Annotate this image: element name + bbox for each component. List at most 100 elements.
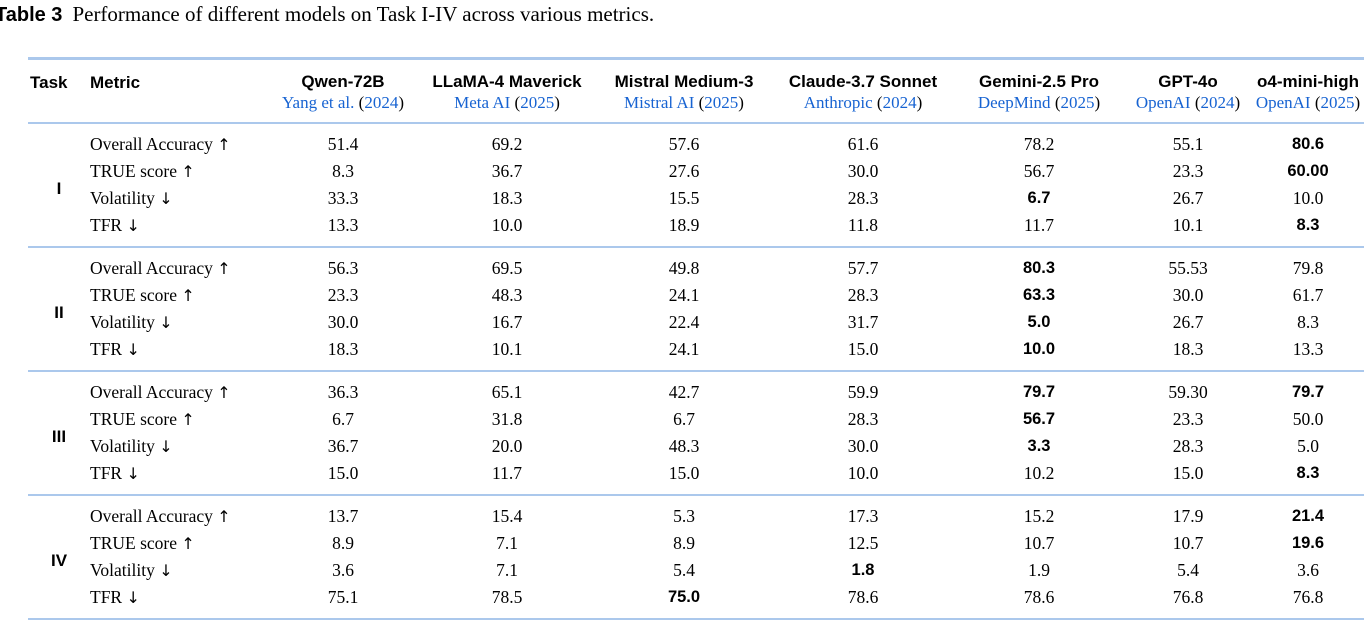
arrow-down-icon: ↓	[126, 463, 140, 483]
model-cite: Mistral AI (2025)	[596, 93, 772, 123]
metric-label: TRUE score ↑	[90, 530, 268, 557]
value-cell: 30.0	[847, 160, 879, 181]
citation-year-link[interactable]: 2025	[1320, 93, 1355, 112]
value-cell: 61.7	[1292, 284, 1324, 305]
value-cell: 10.1	[1172, 214, 1204, 235]
value-cell: 12.5	[847, 532, 879, 553]
value-cell: 79.7	[1291, 382, 1325, 401]
value-cell: 78.2	[1023, 133, 1055, 154]
metric-text: TRUE score	[90, 408, 182, 429]
value-cell: 6.7	[1027, 188, 1051, 207]
value-cell: 5.0	[1297, 435, 1319, 456]
cite-paren-open: (	[1050, 93, 1061, 112]
table-row: II Overall Accuracy ↑ 56.3 69.5 49.8 57.7 80.3…	[28, 247, 1364, 322]
table-caption: Table 3 Performance of different models o…	[0, 2, 1364, 27]
value-cell: 8.3	[1296, 463, 1320, 482]
value-cell: 24.1	[668, 338, 700, 359]
task-label: II	[54, 302, 64, 322]
value-cell: 26.7	[1172, 311, 1204, 332]
cite-paren-close: )	[554, 93, 560, 112]
cite-paren-close: )	[1094, 93, 1101, 112]
value-cell: 56.7	[1023, 160, 1055, 181]
value-cell: 61.6	[847, 133, 879, 154]
cite-paren-open: (	[1310, 93, 1321, 112]
value-cell: 55.53	[1168, 257, 1208, 278]
citation-year-link[interactable]: 2025	[704, 93, 739, 112]
cite-paren-close: )	[1234, 93, 1241, 112]
table-row: Volatility ↓ 3.6 7.1 5.4 1.8 1.9 5.4 3.6	[28, 557, 1364, 584]
value-cell: 55.1	[1172, 133, 1204, 154]
value-cell: 48.3	[668, 435, 700, 456]
citation-link[interactable]: Meta AI	[454, 93, 511, 112]
value-cell: 36.3	[327, 381, 359, 402]
value-cell: 11.8	[848, 214, 878, 235]
value-cell: 56.3	[327, 257, 359, 278]
table-row: TRUE score ↑ 8.9 7.1 8.9 12.5 10.7 10.7 19.6	[28, 530, 1364, 557]
value-cell: 57.7	[847, 257, 879, 278]
citation-link[interactable]: OpenAI	[1255, 93, 1311, 112]
citation-link[interactable]: Mistral AI	[624, 93, 695, 112]
model-header: Gemini-2.5 Pro	[979, 72, 1099, 92]
table-row: TRUE score ↑ 23.3 48.3 24.1 28.3 63.3 30.0 61.7	[28, 282, 1364, 309]
model-cite: Meta AI (2025)	[418, 93, 596, 123]
caption-label: Table 3	[0, 4, 63, 26]
table-row: TFR ↓ 15.0 11.7 15.0 10.0 10.2 15.0 8.3	[28, 460, 1364, 495]
value-cell: 80.6	[1291, 134, 1325, 153]
arrow-down-icon: ↓	[126, 215, 140, 235]
citation-year-link[interactable]: 2024	[1200, 93, 1235, 112]
value-cell: 13.7	[327, 505, 359, 526]
value-cell: 31.7	[847, 311, 879, 332]
value-cell: 26.7	[1172, 187, 1204, 208]
task-block-III: III Overall Accuracy ↑ 36.3 65.1 42.7 59.9 79.…	[28, 370, 1364, 495]
value-cell: 15.5	[668, 187, 700, 208]
value-cell: 59.9	[847, 381, 879, 402]
metric-label: Overall Accuracy ↑	[90, 371, 268, 406]
metric-label: TRUE score ↑	[90, 282, 268, 309]
metric-text: Volatility	[90, 435, 160, 456]
citation-link[interactable]: Anthropic	[803, 93, 873, 112]
value-cell: 59.30	[1168, 381, 1208, 402]
value-cell: 8.9	[332, 532, 354, 553]
value-cell: 13.3	[1292, 338, 1324, 359]
cite-paren-open: (	[872, 93, 883, 112]
arrow-down-icon: ↓	[159, 312, 173, 332]
metric-text: Overall Accuracy	[90, 381, 218, 402]
citation-link[interactable]: Yang et al.	[281, 93, 355, 112]
value-cell: 15.0	[327, 462, 359, 483]
metric-text: Overall Accuracy	[90, 133, 218, 154]
value-cell: 7.1	[496, 532, 518, 553]
table-row: IV Overall Accuracy ↑ 13.7 15.4 5.3 17.3 15.2 1…	[28, 495, 1364, 570]
citation-year-link[interactable]: 2024	[882, 93, 917, 112]
metric-text: Overall Accuracy	[90, 505, 218, 526]
value-cell: 1.8	[851, 560, 875, 579]
value-cell: 51.4	[327, 133, 359, 154]
value-cell: 15.0	[847, 338, 879, 359]
table-row: TRUE score ↑ 8.3 36.7 27.6 30.0 56.7 23.3 60.00	[28, 158, 1364, 185]
value-cell: 16.7	[491, 311, 523, 332]
value-cell: 65.1	[491, 381, 523, 402]
value-cell: 13.3	[327, 214, 359, 235]
value-cell: 28.3	[847, 408, 879, 429]
metric-label: TFR ↓	[90, 460, 268, 495]
model-header: Claude-3.7 Sonnet	[788, 72, 938, 92]
header-task: Task	[30, 73, 68, 92]
citation-link[interactable]: DeepMind	[977, 93, 1051, 112]
metric-label: Volatility ↓	[90, 433, 268, 460]
value-cell: 78.6	[1023, 586, 1055, 607]
model-cites-row: Yang et al. (2024) Meta AI (2025) Mistral …	[28, 93, 1364, 123]
value-cell: 30.0	[327, 311, 359, 332]
citation-year-link[interactable]: 2025	[520, 93, 555, 112]
metric-text: Volatility	[90, 559, 160, 580]
value-cell: 30.0	[847, 435, 879, 456]
citation-year-link[interactable]: 2024	[364, 93, 399, 112]
cite-paren-open: (	[354, 93, 365, 112]
metric-text: TFR	[90, 214, 127, 235]
citation-year-link[interactable]: 2025	[1060, 93, 1095, 112]
citation-link[interactable]: OpenAI	[1135, 93, 1191, 112]
table-row: TRUE score ↑ 6.7 31.8 6.7 28.3 56.7 23.3 50.0	[28, 406, 1364, 433]
value-cell: 5.4	[673, 559, 695, 580]
value-cell: 78.6	[847, 586, 879, 607]
value-cell: 22.4	[668, 311, 700, 332]
task-block-IV: IV Overall Accuracy ↑ 13.7 15.4 5.3 17.3 15.2 1…	[28, 494, 1364, 619]
metric-text: Overall Accuracy	[90, 257, 218, 278]
